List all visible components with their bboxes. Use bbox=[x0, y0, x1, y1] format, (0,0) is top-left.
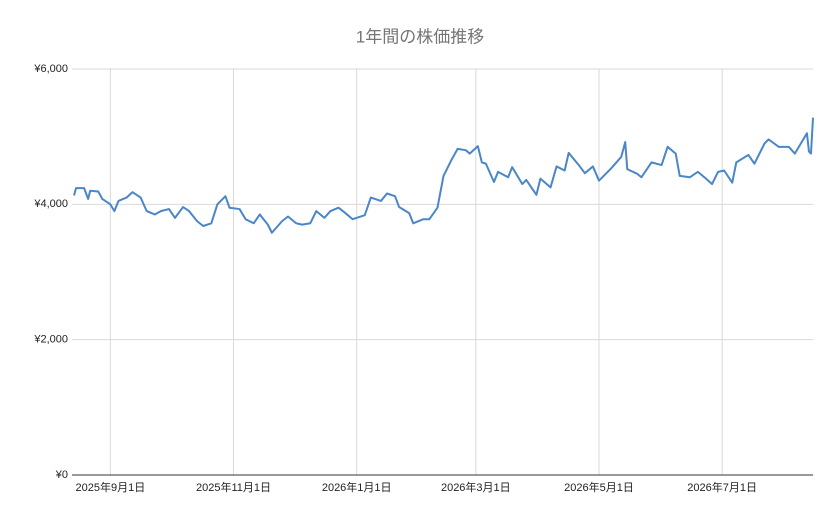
x-tick-label: 2025年11月1日 bbox=[196, 480, 271, 494]
x-tick-label: 2026年3月1日 bbox=[441, 480, 511, 494]
x-tick-label: 2025年9月1日 bbox=[76, 480, 146, 494]
x-tick-label: 2026年5月1日 bbox=[564, 480, 634, 494]
price-line bbox=[73, 117, 814, 234]
x-tick-label: 2026年1月1日 bbox=[322, 480, 392, 494]
y-tick-label: ¥2,000 bbox=[33, 334, 68, 346]
y-tick-label: ¥0 bbox=[55, 469, 68, 481]
y-tick-label: ¥6,000 bbox=[33, 63, 68, 75]
chart-title: 1年間の株価推移 bbox=[356, 27, 484, 46]
y-tick-label: ¥4,000 bbox=[33, 198, 68, 210]
x-tick-label: 2026年7月1日 bbox=[687, 480, 757, 494]
